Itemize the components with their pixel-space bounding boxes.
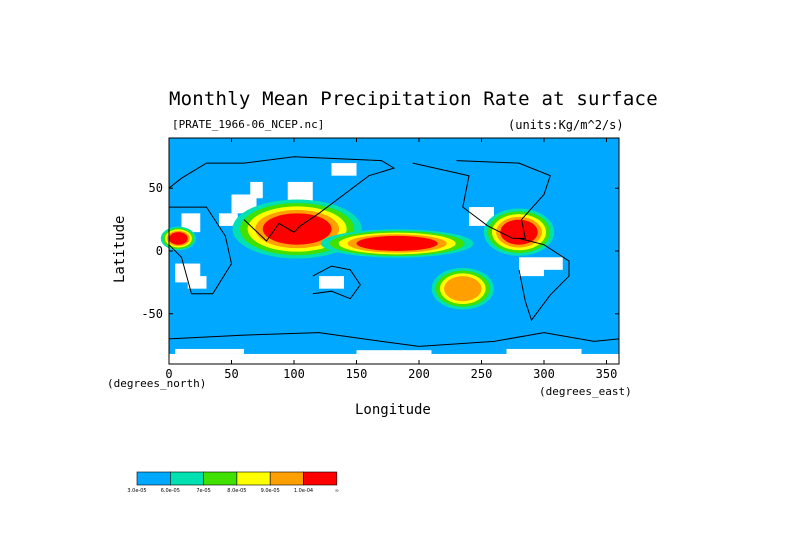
colorbar-swatch	[136, 471, 171, 486]
x-tick-label: 300	[533, 367, 555, 381]
dry-region	[544, 257, 563, 270]
dry-region	[250, 181, 263, 199]
colorbar-swatch	[303, 471, 338, 486]
colorbar-label: ∞	[335, 488, 339, 494]
coastline	[412, 160, 551, 239]
coastline	[518, 237, 570, 322]
dry-region	[469, 207, 494, 226]
dry-region	[187, 276, 207, 289]
x-tick-label: 200	[408, 367, 430, 381]
y-unit-label: (degrees_north)	[107, 377, 207, 390]
x-tick-label: 150	[346, 367, 368, 381]
y-tick-label: 50	[149, 181, 163, 195]
colorbar-label: 7e-05	[196, 488, 210, 494]
x-tick-label: 0	[165, 367, 172, 381]
colorbar-label: 9.0e-05	[261, 488, 280, 494]
dry-region	[169, 353, 619, 364]
y-tick-label: -50	[141, 307, 163, 321]
coastlines	[168, 156, 620, 347]
map-plot-area	[160, 138, 619, 364]
colorbar-swatch	[203, 471, 238, 486]
axes: 0 50 100 150 200 250 300 350 50 0 -50	[141, 137, 620, 381]
colorbar-label: 1.0e-04	[294, 488, 313, 494]
coastline	[168, 332, 620, 347]
colorbar-swatch	[170, 471, 204, 486]
units-label: (units:Kg/m^2/s)	[508, 118, 624, 132]
dry-region	[181, 213, 201, 233]
dry-region	[287, 181, 313, 201]
coastline	[312, 265, 361, 300]
precip-level-5	[356, 235, 438, 251]
colorbar-label: 8.0e-05	[227, 488, 246, 494]
dry-region	[506, 348, 582, 354]
colorbar-label: 6.0e-05	[161, 488, 180, 494]
precip-level-5	[500, 219, 538, 245]
dry-region	[519, 257, 544, 277]
colorbar-label: 3.0e-05	[127, 488, 146, 494]
chart-title: Monthly Mean Precipitation Rate at surfa…	[169, 88, 658, 110]
x-tick-label: 250	[471, 367, 493, 381]
x-axis-label: Longitude	[355, 402, 431, 418]
x-tick-label: 100	[283, 367, 305, 381]
x-unit-label: (degrees_east)	[539, 385, 632, 398]
x-tick-label: 50	[224, 367, 238, 381]
dry-region	[356, 350, 432, 354]
colorbar-swatch	[269, 471, 304, 486]
dry-region	[319, 276, 344, 289]
dry-region	[331, 163, 357, 176]
coastline	[168, 206, 233, 295]
dry-region	[175, 348, 244, 354]
colorbar: 3.0e-05 6.0e-05 7e-05 8.0e-05 9.0e-05 1.0e-04…	[127, 471, 339, 494]
coastline	[168, 156, 396, 242]
precip-level-5	[169, 232, 188, 245]
x-tick-label: 350	[596, 367, 618, 381]
dry-region	[231, 194, 257, 214]
dry-region	[219, 213, 238, 226]
source-file-label: [PRATE_1966-06_NCEP.nc]	[172, 118, 325, 131]
precip-level-4	[444, 276, 482, 302]
y-tick-label: 0	[156, 244, 163, 258]
colorbar-swatch	[236, 471, 271, 486]
